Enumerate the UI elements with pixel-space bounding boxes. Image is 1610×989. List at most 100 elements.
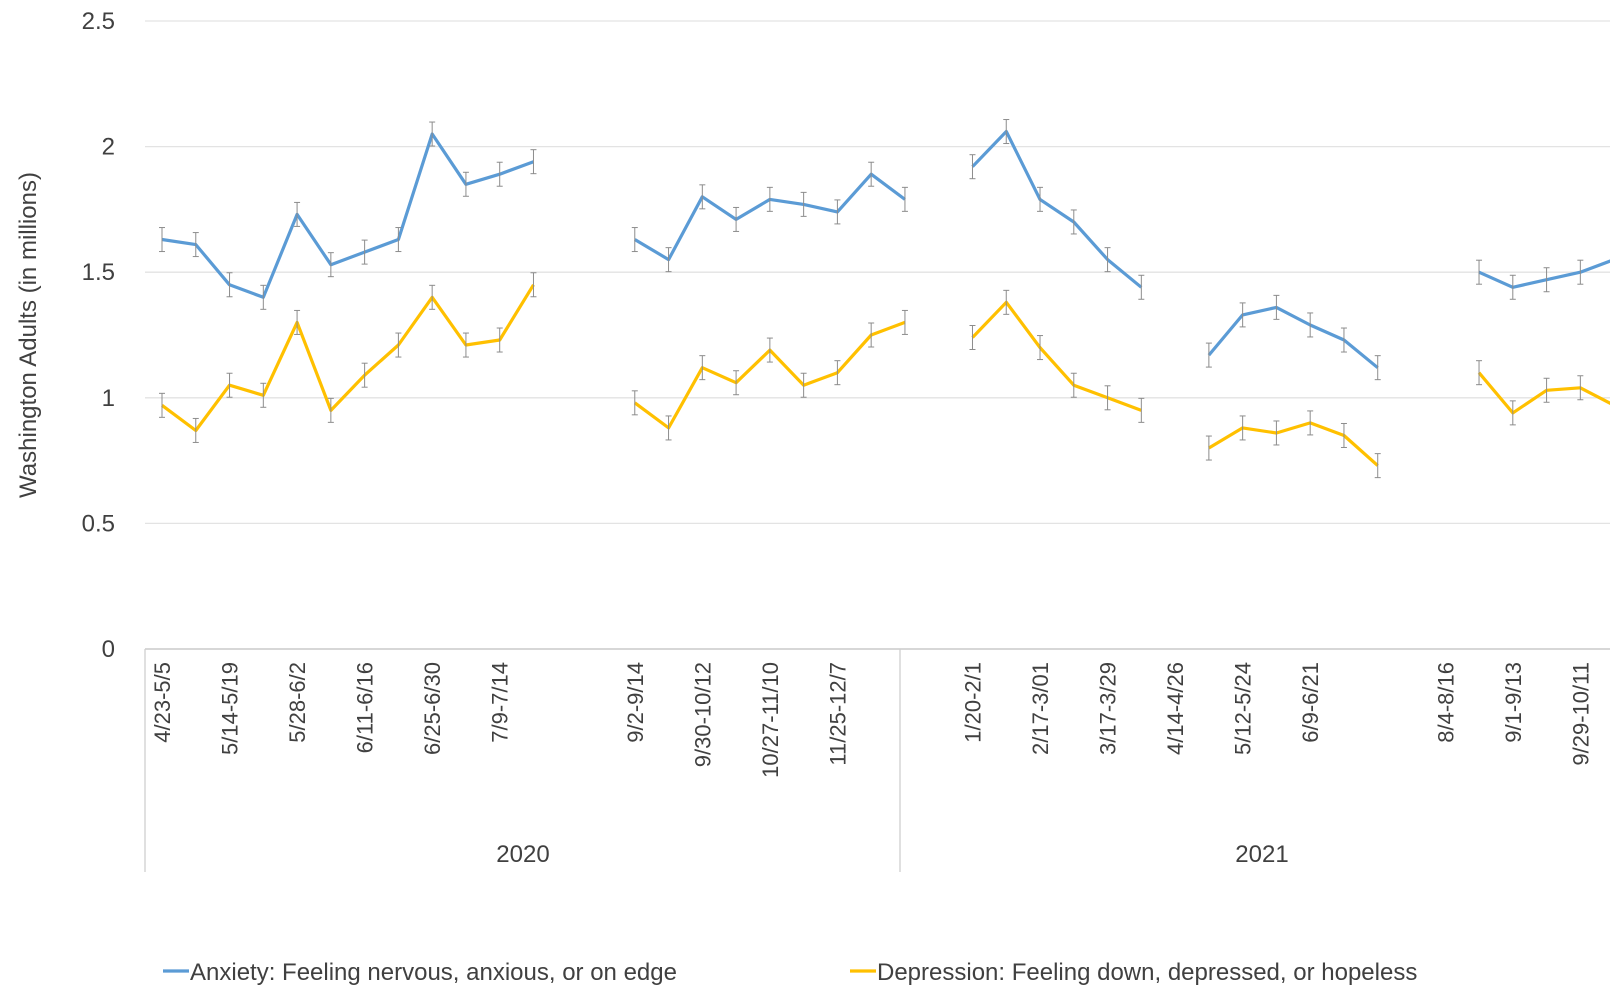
legend-label: Depression: Feeling down, depressed, or …: [877, 959, 1417, 986]
y-axis-ticks: 0 0.5 1 1.5 2 2.5: [82, 8, 115, 663]
data-point: [530, 272, 537, 298]
x-tick-label: 5/14-5/19: [218, 662, 243, 755]
data-point: [226, 372, 233, 398]
series-line: [1208, 421, 1379, 467]
data-point: [1070, 372, 1077, 398]
y-tick-label: 0: [102, 636, 115, 663]
data-point: [1307, 312, 1314, 338]
data-point: [1037, 335, 1044, 361]
x-tick-label: 11/25-12/7: [825, 662, 850, 766]
data-point: [462, 171, 469, 197]
data-point: [1138, 274, 1145, 300]
x-tick-label: 4/23-5/5: [150, 662, 175, 743]
y-tick-label: 2: [102, 134, 115, 161]
x-tick-label: 6/9-6/21: [1298, 662, 1323, 743]
data-point: [1476, 360, 1483, 386]
data-point: [1509, 274, 1516, 300]
x-tick-label: 5/12-5/24: [1231, 662, 1256, 755]
group-label-2021: 2021: [1235, 841, 1288, 868]
data-point: [1104, 385, 1111, 411]
data-point: [1070, 209, 1077, 235]
data-point: [901, 186, 908, 212]
series-depression: [159, 272, 1610, 479]
legend-label: Anxiety: Feeling nervous, anxious, or on…: [190, 959, 677, 986]
data-point: [395, 227, 402, 253]
data-point: [834, 199, 841, 225]
x-tick-label: 3/17-3/29: [1096, 662, 1121, 755]
data-point: [1340, 422, 1347, 448]
data-point: [1239, 302, 1246, 328]
data-point: [1374, 453, 1381, 479]
data-point: [969, 154, 976, 180]
x-tick-label: 7/9-7/14: [488, 662, 513, 743]
series-layer: [159, 119, 1610, 479]
data-point: [361, 362, 368, 388]
x-tick-label: 10/27-11/10: [758, 662, 783, 778]
x-tick-label: 8/4-8/16: [1433, 662, 1458, 743]
data-point: [1104, 247, 1111, 273]
x-tick-label: 9/2-9/14: [623, 662, 648, 743]
data-point: [1577, 259, 1584, 285]
data-point: [1340, 327, 1347, 353]
data-point: [530, 149, 537, 175]
y-tick-label: 2.5: [82, 8, 115, 35]
legend-item: Depression: Feeling down, depressed, or …: [850, 959, 1417, 986]
data-point: [226, 272, 233, 298]
data-point: [496, 327, 503, 353]
data-point: [1138, 397, 1145, 423]
data-point: [766, 337, 773, 363]
data-point: [1003, 289, 1010, 315]
data-point: [1037, 186, 1044, 212]
data-point: [395, 332, 402, 358]
data-point: [969, 325, 976, 351]
data-point: [699, 355, 706, 381]
data-point: [665, 247, 672, 273]
data-point: [1509, 400, 1516, 426]
data-point: [1273, 420, 1280, 446]
series-line: [161, 132, 535, 299]
legend: Anxiety: Feeling nervous, anxious, or on…: [163, 959, 1417, 986]
data-point: [1239, 415, 1246, 441]
x-tick-label: 9/1-9/13: [1501, 662, 1526, 743]
series-line: [1478, 259, 1610, 289]
data-point: [800, 191, 807, 217]
data-point: [159, 227, 165, 253]
data-point: [327, 252, 334, 278]
x-tick-label: 6/25-6/30: [420, 662, 445, 755]
x-tick-label: 1/20-2/1: [960, 662, 985, 743]
data-point: [868, 322, 875, 348]
data-point: [429, 121, 436, 147]
data-point: [1205, 435, 1212, 461]
data-point: [1476, 259, 1483, 285]
data-point: [192, 417, 199, 443]
data-point: [496, 161, 503, 187]
data-point: [631, 227, 638, 253]
data-point: [327, 397, 334, 423]
data-point: [429, 284, 436, 310]
data-point: [631, 390, 638, 416]
x-tick-label: 5/28-6/2: [285, 662, 310, 743]
data-point: [1374, 355, 1381, 381]
x-tick-label: 9/30-10/12: [690, 662, 715, 767]
data-point: [901, 309, 908, 335]
series-anxiety: [159, 119, 1610, 381]
y-tick-label: 1.5: [82, 259, 115, 286]
data-point: [1273, 294, 1280, 320]
data-point: [260, 382, 267, 408]
x-tick-label: 4/14-4/26: [1163, 662, 1188, 755]
series-line: [971, 129, 1143, 289]
legend-item: Anxiety: Feeling nervous, anxious, or on…: [163, 959, 677, 986]
data-point: [868, 161, 875, 187]
data-point: [733, 370, 740, 396]
y-axis-title: Washington Adults (in millions): [15, 172, 42, 498]
data-point: [192, 232, 199, 258]
data-point: [1205, 342, 1212, 368]
data-point: [1577, 375, 1584, 401]
series-line: [1207, 305, 1379, 369]
data-point: [462, 332, 469, 358]
data-point: [766, 186, 773, 212]
data-point: [260, 284, 267, 310]
y-tick-label: 0.5: [82, 510, 115, 537]
data-point: [800, 372, 807, 398]
